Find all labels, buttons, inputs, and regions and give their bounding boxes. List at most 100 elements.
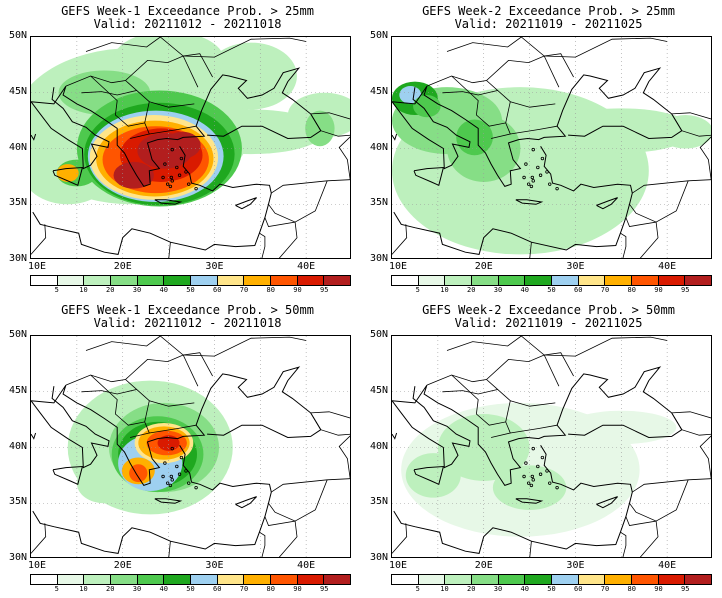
island	[524, 162, 528, 166]
island	[170, 179, 174, 183]
probability-field	[31, 37, 350, 207]
country-border	[699, 435, 711, 479]
country-border	[31, 523, 47, 554]
colorbar-swatch	[56, 575, 84, 584]
lon-tick-label: 40E	[297, 560, 316, 571]
lat-tick-label: 50N	[369, 30, 388, 41]
colorbar-label: 40	[520, 585, 529, 593]
colorbar-swatch	[471, 276, 498, 285]
colorbar-labels: 5 10 20 30 40 50 60 70 80 90 95	[30, 585, 351, 595]
colorbar-swatch	[270, 276, 297, 285]
colorbar-label: 90	[293, 286, 302, 294]
coastline	[392, 87, 471, 170]
country-border	[149, 424, 197, 434]
lon-tick-label: 10E	[389, 261, 408, 272]
probability-contour-fill	[437, 414, 530, 481]
lon-tick-label: 30E	[566, 560, 585, 571]
island	[161, 175, 165, 180]
probability-contour-fill	[413, 94, 441, 118]
colorbar-swatch	[216, 575, 244, 584]
lat-tick-label: 30N	[369, 552, 388, 563]
coastline	[413, 166, 445, 186]
island	[548, 481, 552, 485]
colorbar-swatch	[110, 575, 137, 584]
coastline	[31, 67, 322, 187]
country-border	[505, 400, 556, 422]
coastline	[392, 133, 398, 141]
lat-tick-label: 30N	[369, 253, 388, 264]
colorbar-label: 80	[627, 585, 636, 593]
graticule	[392, 37, 711, 258]
lat-tick-label: 40N	[8, 440, 27, 452]
island	[545, 170, 549, 174]
colorbar-label: 10	[440, 585, 449, 593]
country-border	[629, 479, 689, 522]
island	[161, 474, 165, 479]
panel-title: GEFS Week-1 Exceedance Prob. > 25mm	[61, 4, 314, 18]
coastline	[31, 133, 37, 141]
colorbar-swatch	[417, 276, 445, 285]
lon-tick-label: 30E	[205, 261, 224, 272]
graticule	[31, 37, 350, 258]
island	[531, 179, 535, 183]
lon-tick-label: 10E	[389, 560, 408, 571]
map-plot-area	[391, 36, 712, 259]
lat-tick-label: 35N	[8, 197, 27, 209]
lat-tick-label: 45N	[369, 384, 388, 396]
coastline	[31, 432, 37, 440]
colorbar-label: 80	[627, 286, 636, 294]
country-border	[392, 224, 408, 255]
lon-tick-label: 30E	[205, 560, 224, 571]
country-border	[259, 531, 266, 557]
island	[163, 162, 167, 166]
coastline	[32, 146, 272, 255]
lat-tick-label: 40N	[369, 141, 388, 153]
colorbar-label: 60	[213, 286, 222, 294]
country-border	[271, 179, 350, 194]
colorbar-swatch	[444, 276, 472, 285]
country-border	[168, 242, 171, 258]
colorbar-swatch	[497, 276, 525, 285]
colorbar-label: 95	[681, 585, 690, 593]
map-panel: GEFS Week-2 Exceedance Prob. > 50mm Valid…	[361, 299, 722, 598]
colorbar-swatch	[296, 276, 324, 285]
country-border	[544, 53, 574, 78]
map-plot-area	[30, 36, 351, 259]
colorbar-label: 20	[106, 585, 115, 593]
country-border	[671, 112, 711, 120]
colorbar-swatch	[657, 276, 685, 285]
panel-title: GEFS Week-2 Exceedance Prob. > 50mm	[422, 303, 675, 317]
island	[555, 485, 559, 490]
colorbar-swatch	[631, 276, 658, 285]
country-border	[125, 379, 150, 401]
probability-contour-fill	[399, 86, 422, 104]
lat-tick-label: 45N	[8, 85, 27, 97]
colorbar	[30, 275, 351, 286]
island	[177, 173, 182, 177]
country-border	[144, 101, 195, 123]
map-panel: GEFS Week-1 Exceedance Prob. > 25mm Valid…	[0, 0, 361, 299]
lon-tick-label: 20E	[113, 261, 132, 272]
country-border	[486, 80, 511, 102]
island	[168, 483, 173, 488]
coastline	[392, 67, 683, 187]
coastline	[515, 199, 544, 205]
country-border	[310, 112, 350, 120]
colorbar-label: 10	[79, 585, 88, 593]
island	[540, 455, 545, 460]
country-border	[451, 75, 511, 139]
colorbar-label: 70	[600, 286, 610, 294]
colorbar-swatch	[392, 276, 418, 285]
country-border	[149, 125, 197, 135]
panel-valid-dates: Valid: 20211019 - 20211025	[454, 17, 643, 31]
island	[177, 472, 182, 476]
island	[168, 184, 173, 189]
island	[522, 474, 526, 479]
island	[538, 472, 543, 476]
colorbar-label: 50	[547, 585, 556, 593]
country-border	[183, 352, 213, 377]
colorbar-swatch	[604, 575, 632, 584]
coastlines	[31, 37, 350, 258]
country-border	[505, 101, 556, 123]
island	[170, 147, 174, 152]
